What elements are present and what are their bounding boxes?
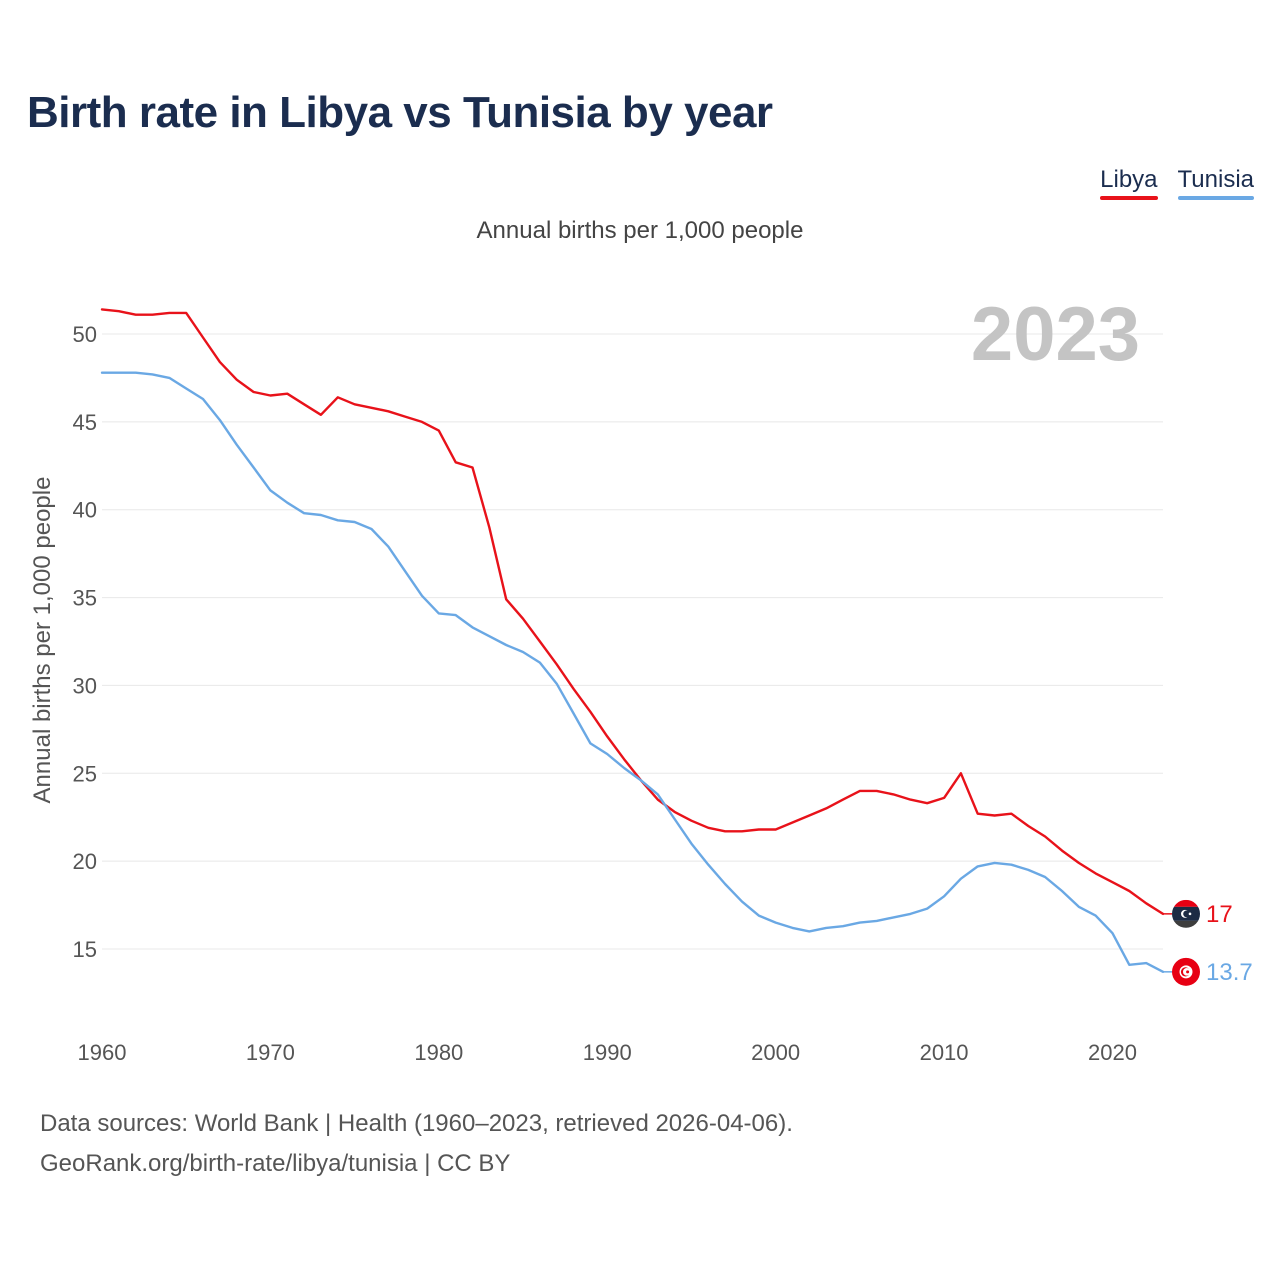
- x-tick-label: 1980: [414, 1040, 463, 1065]
- x-tick-label: 2000: [751, 1040, 800, 1065]
- footer: Data sources: World Bank | Health (1960–…: [40, 1104, 793, 1184]
- y-tick-label: 40: [73, 498, 97, 523]
- series-lines: [100, 308, 1165, 973]
- legend-swatch-libya: [1100, 196, 1158, 200]
- legend-item-tunisia[interactable]: Tunisia: [1177, 166, 1254, 200]
- chart-subtitle: Annual births per 1,000 people: [476, 217, 804, 244]
- y-axis-ticks: 15 20 25 30 35 40 45 50: [73, 322, 97, 962]
- legend-swatch-tunisia: [1177, 196, 1254, 200]
- y-tick-label: 30: [73, 673, 97, 698]
- y-tick-label: 15: [73, 937, 97, 962]
- source-link[interactable]: GeoRank.org/birth-rate/libya/tunisia | C…: [40, 1150, 511, 1177]
- y-tick-label: 45: [73, 410, 97, 435]
- y-tick-label: 20: [73, 849, 97, 874]
- x-tick-label: 1970: [246, 1040, 295, 1065]
- x-tick-label: 2020: [1088, 1040, 1137, 1065]
- series-line-tunisia[interactable]: [100, 371, 1165, 973]
- year-watermark: 2023: [971, 292, 1140, 377]
- libya-flag-icon: [1172, 899, 1200, 928]
- series-line-libya[interactable]: [100, 308, 1165, 916]
- end-markers: 17 13.7: [1163, 899, 1253, 986]
- legend-label-libya: Libya: [1100, 166, 1158, 193]
- tunisia-flag-icon: [1172, 957, 1200, 986]
- y-axis-label: Annual births per 1,000 people: [29, 477, 56, 804]
- y-tick-label: 50: [73, 322, 97, 347]
- gridlines: [102, 333, 1163, 950]
- data-source-text: Data sources: World Bank | Health (1960–…: [40, 1110, 793, 1137]
- y-tick-label: 25: [73, 761, 97, 786]
- legend-item-libya[interactable]: Libya: [1100, 166, 1158, 200]
- x-tick-label: 1960: [78, 1040, 127, 1065]
- legend-label-tunisia: Tunisia: [1177, 166, 1254, 193]
- x-tick-label: 1990: [583, 1040, 632, 1065]
- legend: Libya Tunisia: [1100, 166, 1254, 200]
- x-axis-ticks: 1960 1970 1980 1990 2000 2010 2020: [78, 1040, 1137, 1065]
- end-value-label-tunisia: 13.7: [1206, 959, 1253, 986]
- chart-title: Birth rate in Libya vs Tunisia by year: [27, 88, 773, 137]
- x-tick-label: 2010: [920, 1040, 969, 1065]
- end-value-label-libya: 17: [1206, 901, 1233, 928]
- y-tick-label: 35: [73, 586, 97, 611]
